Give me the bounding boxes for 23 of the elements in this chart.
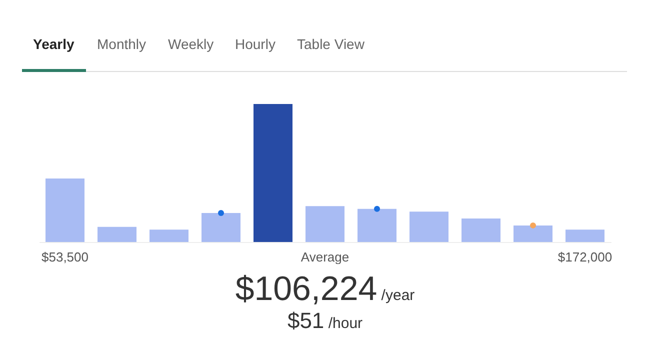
text: Hourly: [235, 36, 276, 52]
bar: [98, 226, 136, 242]
bar: [150, 230, 188, 242]
text: $106,224: [235, 270, 378, 308]
x-tick-label: $172,000: [558, 250, 612, 264]
x-tick-label: $53,500: [42, 250, 88, 264]
text: /year: [380, 287, 415, 304]
text: Weekly: [168, 36, 214, 52]
text: /hour: [327, 315, 363, 332]
bar: [462, 218, 500, 242]
bar: [306, 206, 344, 242]
bar: [202, 213, 240, 242]
text: $51: [287, 308, 324, 333]
bar: [410, 212, 448, 242]
bar: [46, 178, 84, 242]
bar: [514, 225, 552, 242]
bar: [358, 208, 396, 242]
x-tick-label: Average: [300, 250, 350, 264]
text: Table View: [297, 36, 364, 52]
text: Monthly: [97, 36, 146, 52]
bar: [566, 230, 604, 242]
text: Yearly: [33, 36, 74, 52]
bar: [254, 104, 292, 242]
